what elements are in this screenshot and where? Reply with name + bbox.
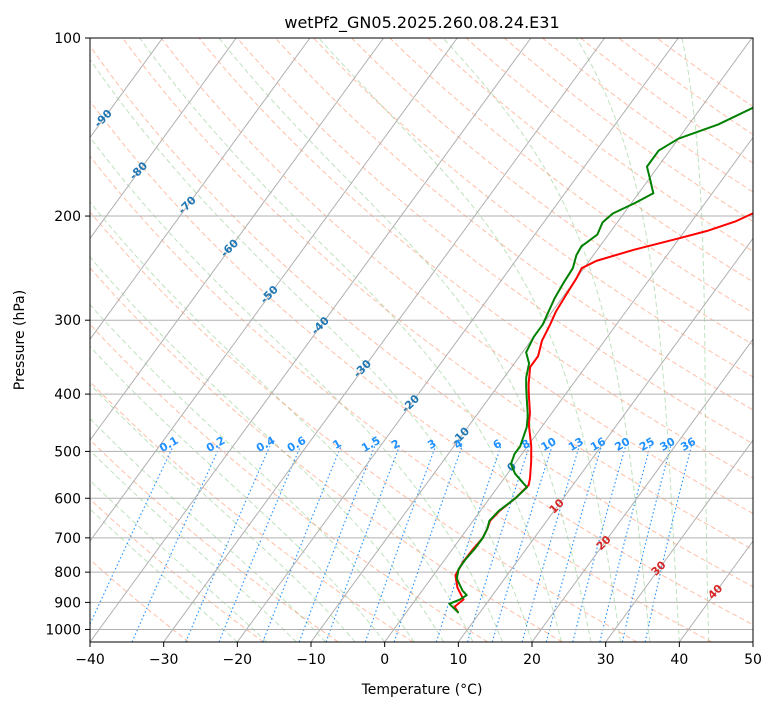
isotherm-line — [752, 641, 753, 642]
moist-adiabat — [90, 508, 238, 642]
dry-adiabat — [90, 100, 753, 626]
moist-adiabats — [90, 38, 710, 642]
plot-area: 0.1 0.2 0.4 0.6 1 1.5 2 3 4 6 8 10 13 16 20 25 30 36-100-… — [56, 38, 753, 642]
dry-adiabat — [90, 211, 638, 642]
isotherm-line — [236, 38, 679, 642]
moist-adiabat — [90, 58, 533, 642]
dry-adiabat — [351, 38, 753, 346]
x-tick-label: 40 — [670, 652, 688, 668]
x-tick-label: −20 — [223, 652, 253, 668]
dry-adiabat — [160, 38, 753, 515]
x-axis-ticks: −40 −30 −20 −10 0 10 20 30 40 50 — [75, 642, 762, 668]
isotherm-line — [90, 38, 458, 542]
x-tick-label: 30 — [597, 652, 615, 668]
x-tick-label: −30 — [149, 652, 179, 668]
isobar-lines — [90, 38, 753, 630]
chart-title: wetPf2_GN05.2025.260.08.24.E31 — [284, 13, 559, 33]
y-tick-label: 500 — [54, 444, 81, 460]
moist-adiabat — [139, 38, 562, 642]
moist-adiabat — [90, 303, 415, 642]
dry-adiabat — [580, 38, 753, 164]
mixing-ratio-line — [298, 446, 376, 642]
dry-adiabat — [90, 44, 753, 588]
mixing-ratio-line — [364, 446, 437, 642]
dry-adiabat — [90, 267, 563, 642]
isotherm-line — [605, 439, 753, 642]
dry-adiabat — [122, 38, 753, 551]
moist-adiabat — [90, 417, 327, 642]
isotherm-line — [531, 338, 753, 642]
plot-frame — [89, 37, 754, 643]
isotherm-line — [90, 38, 532, 642]
moist-adiabat — [90, 136, 503, 642]
dry-adiabat — [90, 498, 264, 642]
dry-adiabat — [274, 38, 753, 411]
isotherm-line — [90, 38, 311, 341]
dry-adiabat — [427, 38, 753, 283]
isotherm-line — [90, 38, 237, 240]
mixing-ratio-line — [644, 446, 692, 642]
mixing-ratio-line — [325, 446, 401, 642]
y-tick-label: 400 — [54, 387, 81, 403]
mixing-ratio-line — [599, 446, 651, 642]
moist-adiabat — [218, 38, 592, 642]
mixing-ratio-lines — [90, 445, 692, 642]
x-tick-label: 20 — [523, 652, 541, 668]
moist-adiabat — [90, 383, 356, 642]
mixing-ratio-line — [545, 446, 602, 642]
dry-adiabat — [313, 38, 753, 378]
mixing-ratio-line — [185, 446, 271, 642]
moist-adiabat — [90, 201, 474, 642]
y-tick-label: 200 — [54, 209, 81, 225]
dry-adiabats — [90, 38, 753, 642]
moist-adiabat — [90, 256, 445, 642]
mixing-ratio-line — [262, 446, 342, 642]
dry-adiabat — [389, 38, 753, 314]
y-axis-label: Pressure (hPa) — [12, 290, 28, 390]
moist-adiabat — [442, 38, 651, 642]
isotherm-line — [90, 38, 384, 442]
x-tick-label: 10 — [449, 652, 467, 668]
x-tick-label: −40 — [75, 652, 105, 668]
moist-adiabat — [318, 38, 621, 642]
y-tick-label: 100 — [54, 31, 81, 47]
mixing-ratio-line — [572, 446, 627, 642]
y-tick-label: 600 — [54, 491, 81, 507]
x-tick-label: −10 — [296, 652, 326, 668]
dry-adiabat — [90, 323, 488, 642]
data-series — [448, 106, 753, 614]
dry-adiabat — [90, 155, 712, 642]
y-tick-label: 300 — [54, 313, 81, 329]
series-dewpoint-line — [448, 106, 753, 614]
moist-adiabat — [90, 449, 297, 642]
x-tick-label: 50 — [744, 652, 762, 668]
dry-adiabat — [503, 38, 753, 222]
isotherm-line — [384, 136, 753, 642]
dry-adiabat — [236, 38, 753, 445]
x-tick-label: 0 — [380, 652, 389, 668]
isotherm-line — [457, 237, 753, 642]
y-tick-label: 900 — [54, 595, 81, 611]
dry-adiabat — [90, 439, 339, 642]
mixing-ratio-line — [218, 446, 302, 642]
dry-adiabat — [198, 38, 753, 479]
y-tick-label: 1000 — [45, 622, 81, 638]
y-tick-label: 800 — [54, 565, 81, 581]
y-axis-ticks: 100 200 300 400 500 600 700 800 900 1000 — [45, 31, 90, 638]
mixing-ratio-line — [393, 446, 463, 642]
isotherm-line — [163, 38, 605, 642]
y-tick-label: 700 — [54, 531, 81, 547]
x-axis-label: Temperature (°C) — [361, 682, 483, 698]
isotherm-label: -100 — [56, 48, 85, 77]
